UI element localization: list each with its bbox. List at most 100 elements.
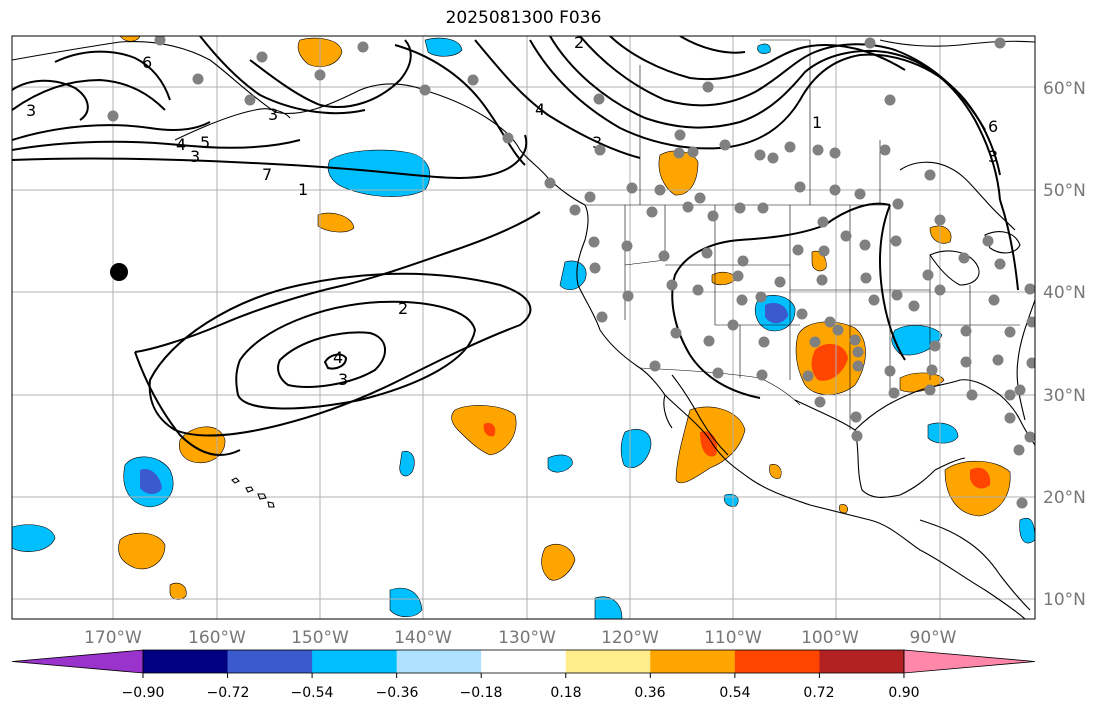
shaded-anomalies [12,36,1035,619]
station-dot [757,202,769,214]
station-dot [702,81,714,93]
colorbar-segment [734,650,820,673]
contour-label: 7 [262,165,272,184]
station-dot [1004,326,1016,338]
station-dot [852,360,864,372]
station-dot [1024,431,1035,443]
colorbar-segment [481,650,567,673]
colorbar-segment [312,650,398,673]
lon-label: 130°W [498,628,556,648]
station-dot [596,311,608,323]
station-dot [934,214,946,226]
station-dot [802,370,814,382]
station-dot [929,340,941,352]
contour-label: 4 [176,135,186,154]
station-dot [1013,444,1025,456]
contour-label: 4 [333,348,343,367]
lon-label: 140°W [394,628,452,648]
station-dot [868,294,880,306]
longitude-labels: 170°W 160°W 150°W 140°W 130°W 120°W 110°… [84,628,957,648]
map-background [12,36,1035,619]
station-dot [502,132,514,144]
station-dot [926,364,938,376]
point-marker [110,263,128,281]
colorbar-tick-label: 0.54 [719,685,750,701]
station-dot [622,290,634,302]
station-dot [1016,497,1028,509]
station-dot [707,210,719,222]
station-dot [1026,357,1035,369]
station-dot [569,204,581,216]
station-dot [1026,316,1035,328]
lon-label: 120°W [601,628,659,648]
station-dot [832,324,844,336]
lon-label: 90°W [910,628,957,648]
station-dot [419,84,431,96]
colorbar-tick-label: 0.72 [803,685,834,701]
colorbar-tick-label: 0.36 [634,685,665,701]
colorbar-extend-max [903,649,1036,674]
colorbar-segment [819,650,905,673]
station-dot [891,289,903,301]
station-dot [814,396,826,408]
station-dot [849,334,861,346]
contour-label: 3 [592,133,602,152]
station-dot [755,291,767,303]
station-dot [694,192,706,204]
station-dot [666,279,678,291]
station-dot [817,216,829,228]
station-dot [767,152,779,164]
station-dot [701,247,713,259]
colorbar-segment [565,650,651,673]
station-dot [593,93,605,105]
station-dot [154,36,166,46]
station-dot [1004,412,1016,424]
station-dot [646,206,658,218]
station-dot [924,169,936,181]
contour-label: 3 [988,147,998,166]
contour-label: 3 [338,370,348,389]
station-dot [792,244,804,256]
lat-label: 50°N [1043,181,1086,201]
station-dot [851,430,863,442]
station-dot [859,239,871,251]
station-dot [829,184,841,196]
station-dot [892,198,904,210]
contour-label: 3 [268,105,278,124]
lat-label: 30°N [1043,386,1086,406]
contour-label: 3 [26,101,36,120]
coastlines [12,39,1035,619]
contour-label: 5 [200,133,210,152]
station-dot [960,325,972,337]
contour-label: 3 [190,147,200,166]
station-dot [703,335,715,347]
lat-lon-grid [12,36,1035,619]
station-dot [890,235,902,247]
station-dot [809,336,821,348]
latitude-labels: 60°N 50°N 40°N 30°N 20°N 10°N [1043,79,1086,610]
colorbar-tick-label: −0.72 [207,685,250,701]
station-dot [934,284,946,296]
station-dot [732,270,744,282]
station-dot [756,369,768,381]
station-dot [256,51,268,63]
lon-label: 100°W [801,628,859,648]
station-dot [621,240,633,252]
contour-label: 6 [142,53,152,72]
station-dot [737,255,749,267]
station-dot [1004,389,1016,401]
station-dot [829,147,841,159]
station-dot [670,327,682,339]
station-dot [687,146,699,158]
station-dot [850,411,862,423]
colorbar-tick-labels: −0.90 −0.72 −0.54 −0.36 −0.18 0.18 0.36 … [122,685,920,701]
station-dot [884,94,896,106]
colorbar-extend-min [11,649,144,674]
station-dot [982,235,994,247]
colorbar-frame [142,649,905,674]
station-dot [774,276,786,288]
colorbar-tick-label: 0.18 [550,685,581,701]
station-dot [922,269,934,281]
station-dot [988,294,1000,306]
